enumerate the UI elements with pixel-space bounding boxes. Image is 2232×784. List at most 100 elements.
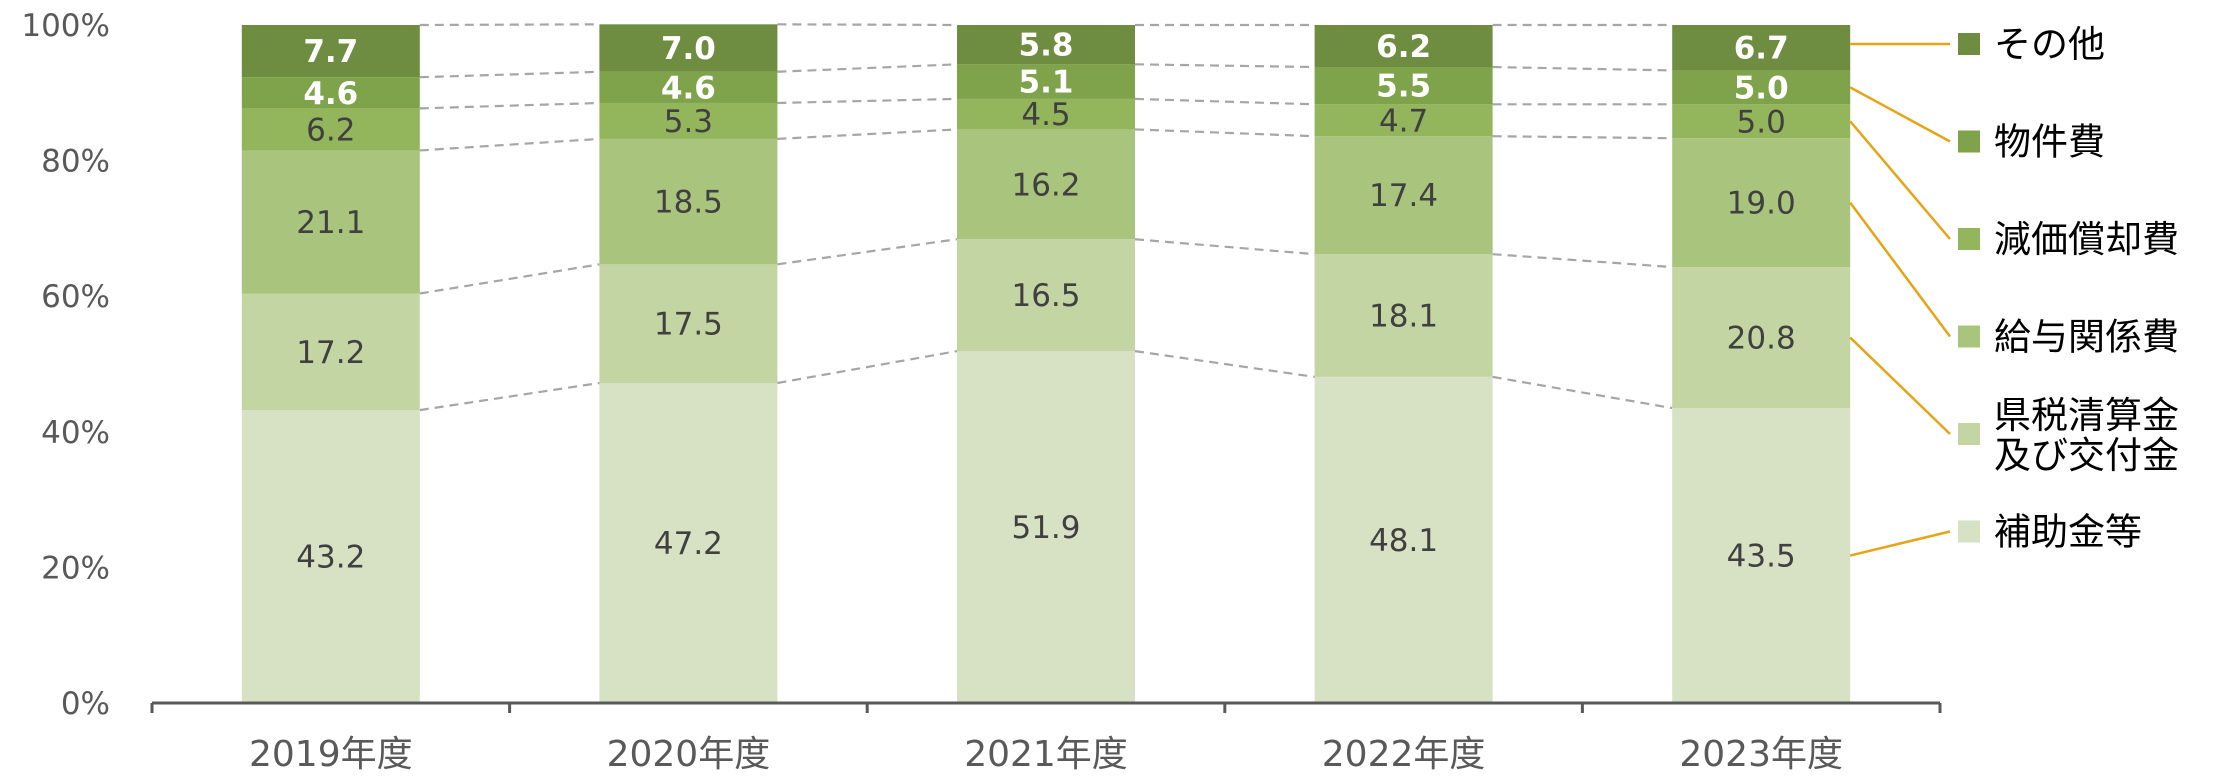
data-label: 17.5 xyxy=(654,307,723,343)
data-label: 47.2 xyxy=(654,526,723,562)
bar-stack-4 xyxy=(1314,25,1493,703)
legend-leader-line xyxy=(1849,201,1952,338)
data-label: 43.2 xyxy=(296,540,365,576)
data-label: 5.3 xyxy=(664,104,713,140)
connector-line xyxy=(419,70,600,79)
legend-label-line: 減価償却費 xyxy=(1994,218,2179,261)
data-label: 20.8 xyxy=(1727,321,1796,357)
legend-item: 物件費 xyxy=(1849,86,2105,164)
data-label: 16.5 xyxy=(1011,278,1080,314)
connector-line xyxy=(777,350,958,385)
bar-segment xyxy=(241,77,420,109)
data-label: 5.0 xyxy=(1737,104,1786,140)
legend-swatch xyxy=(1958,325,1980,348)
data-label: 7.7 xyxy=(303,34,358,70)
data-label: 17.2 xyxy=(296,335,365,371)
connector-line xyxy=(1492,65,1673,72)
data-label: 18.1 xyxy=(1369,299,1438,335)
data-label: 5.8 xyxy=(1019,28,1074,64)
bar-segment xyxy=(599,138,778,265)
bar-segment xyxy=(241,25,420,78)
bar-segment xyxy=(1314,104,1493,137)
bar-segment xyxy=(1314,376,1493,703)
bar-segment xyxy=(599,24,778,72)
bar-segment xyxy=(1672,25,1851,71)
data-label: 7.0 xyxy=(661,31,716,67)
connector-line xyxy=(777,128,958,141)
legend-label-line: 及び交付金 xyxy=(1994,434,2179,477)
connector-lines xyxy=(419,23,1673,412)
y-tick-label: 60% xyxy=(41,279,110,315)
data-label: 6.2 xyxy=(1376,29,1431,65)
x-tick-label: 2022年度 xyxy=(1322,734,1486,775)
data-label: 4.5 xyxy=(1021,97,1070,133)
legend-label: その他 xyxy=(1994,23,2105,66)
data-label: 48.1 xyxy=(1369,523,1438,559)
data-label: 43.5 xyxy=(1727,539,1796,575)
data-label: 5.1 xyxy=(1019,65,1074,101)
connector-line xyxy=(419,381,600,412)
legend-swatch xyxy=(1958,33,1980,55)
legend-label: 補助金等 xyxy=(1994,511,2142,554)
y-tick-label: 20% xyxy=(41,550,110,586)
bar-stack-1 xyxy=(241,25,420,703)
connector-line xyxy=(1134,128,1315,138)
connector-line xyxy=(1134,97,1315,106)
connector-line xyxy=(777,238,958,266)
legend-leader-line xyxy=(1849,530,1951,557)
legend-item: 給与関係費 xyxy=(1849,201,2179,359)
legend-label: 県税清算金及び交付金 xyxy=(1994,394,2179,477)
legend-swatch xyxy=(1958,423,1980,445)
bar-segment xyxy=(599,102,778,139)
connector-line xyxy=(419,101,600,110)
connector-line xyxy=(419,137,600,152)
connector-line xyxy=(419,263,600,295)
bar-segment xyxy=(599,382,778,703)
bar-segment xyxy=(957,64,1135,99)
bar-segment xyxy=(599,264,778,383)
connector-line xyxy=(777,97,958,105)
connector-line xyxy=(1134,238,1315,256)
data-label: 21.1 xyxy=(296,205,365,241)
x-tick-label: 2021年度 xyxy=(964,734,1128,775)
data-label: 5.5 xyxy=(1376,69,1431,105)
connector-line xyxy=(1134,350,1315,378)
legend-leader-line xyxy=(1849,336,1951,435)
data-label: 16.2 xyxy=(1011,167,1080,203)
connector-line xyxy=(1492,375,1673,410)
connector-line xyxy=(777,63,958,73)
data-label: 4.6 xyxy=(661,70,716,106)
connector-line xyxy=(419,23,600,27)
bar-segment xyxy=(957,239,1135,352)
legend-label: 減価償却費 xyxy=(1994,218,2179,261)
bar-segment xyxy=(957,351,1135,703)
bar-segment xyxy=(1672,408,1851,703)
legend-label: 物件費 xyxy=(1994,121,2105,164)
bar-segment xyxy=(1314,136,1493,255)
legend-label: 給与関係費 xyxy=(1994,316,2179,359)
connector-line xyxy=(1492,135,1673,140)
legend-label-line: 県税清算金 xyxy=(1994,394,2179,437)
x-tick-label: 2019年度 xyxy=(249,734,413,775)
bar-segment xyxy=(1314,254,1493,377)
legend-label-line: 補助金等 xyxy=(1994,511,2142,554)
bar-stack-3 xyxy=(957,25,1135,703)
bar-segment xyxy=(1672,138,1851,268)
connector-line xyxy=(1492,253,1673,269)
legend-item: 減価償却費 xyxy=(1849,120,2179,261)
data-label: 5.0 xyxy=(1734,70,1789,106)
legend-item: 県税清算金及び交付金 xyxy=(1849,336,2179,477)
bar-segment xyxy=(241,410,420,703)
y-tick-label: 80% xyxy=(41,144,110,180)
bar-segment xyxy=(1314,67,1493,105)
bar-stack-5 xyxy=(1672,25,1851,703)
data-label: 4.6 xyxy=(303,76,358,112)
y-tick-label: 40% xyxy=(41,415,110,451)
bar-segment xyxy=(241,108,420,151)
bar-segment xyxy=(1672,70,1851,105)
data-label: 4.7 xyxy=(1379,103,1428,139)
data-label: 19.0 xyxy=(1727,186,1796,222)
bar-segment xyxy=(599,71,778,103)
